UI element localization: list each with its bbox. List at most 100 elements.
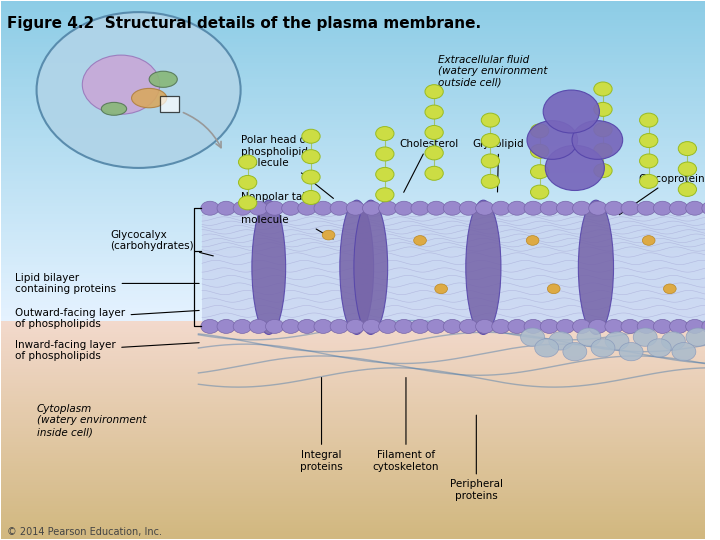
Bar xyxy=(1,313,705,316)
Bar xyxy=(1,192,705,195)
Circle shape xyxy=(481,133,500,147)
Bar xyxy=(1,418,705,421)
Bar xyxy=(1,302,705,305)
Ellipse shape xyxy=(149,71,177,87)
Bar xyxy=(1,33,705,36)
Bar xyxy=(1,157,705,160)
Bar xyxy=(1,466,705,469)
Bar xyxy=(1,39,705,42)
Bar xyxy=(1,348,705,350)
Bar xyxy=(1,421,705,423)
Circle shape xyxy=(563,342,587,361)
Circle shape xyxy=(670,320,688,333)
Bar xyxy=(1,329,705,332)
Bar xyxy=(1,119,705,122)
Bar xyxy=(1,512,705,515)
Bar xyxy=(1,28,705,31)
Bar xyxy=(1,367,705,369)
Bar xyxy=(1,305,705,308)
Bar xyxy=(1,36,705,39)
Bar xyxy=(1,69,705,71)
Circle shape xyxy=(302,129,320,143)
Bar xyxy=(1,350,705,353)
Bar xyxy=(1,525,705,528)
Bar xyxy=(1,270,705,273)
Circle shape xyxy=(217,320,235,333)
Circle shape xyxy=(302,170,320,184)
Circle shape xyxy=(249,320,268,333)
Bar xyxy=(1,171,705,173)
Bar xyxy=(1,125,705,127)
Bar xyxy=(1,127,705,130)
Bar xyxy=(1,415,705,418)
Circle shape xyxy=(302,150,320,164)
Bar xyxy=(1,319,705,321)
Circle shape xyxy=(543,90,600,133)
Bar xyxy=(1,168,705,171)
Bar xyxy=(1,383,705,386)
Bar xyxy=(1,536,705,538)
Bar xyxy=(1,394,705,396)
Circle shape xyxy=(298,320,316,333)
Circle shape xyxy=(678,141,696,156)
Bar xyxy=(1,23,705,25)
Bar xyxy=(1,17,705,20)
Circle shape xyxy=(557,201,575,215)
Bar xyxy=(1,146,705,149)
Bar xyxy=(1,375,705,377)
Circle shape xyxy=(201,201,219,215)
Bar xyxy=(1,294,705,297)
Bar xyxy=(1,224,705,227)
Bar xyxy=(1,332,705,334)
Bar xyxy=(1,410,705,413)
Bar xyxy=(1,292,705,294)
Circle shape xyxy=(266,320,284,333)
Circle shape xyxy=(444,201,462,215)
Bar xyxy=(1,334,705,337)
Ellipse shape xyxy=(578,200,613,334)
Circle shape xyxy=(314,201,332,215)
Circle shape xyxy=(577,328,601,346)
Bar xyxy=(1,386,705,388)
Bar xyxy=(1,477,705,480)
Bar xyxy=(1,138,705,141)
Bar xyxy=(1,485,705,488)
Circle shape xyxy=(572,201,591,215)
Bar xyxy=(1,20,705,23)
Circle shape xyxy=(572,320,591,333)
Circle shape xyxy=(639,174,658,188)
Bar xyxy=(1,79,705,82)
Bar xyxy=(202,251,719,326)
Bar xyxy=(1,25,705,28)
Ellipse shape xyxy=(354,200,387,334)
Bar xyxy=(1,211,705,214)
Circle shape xyxy=(395,320,413,333)
Circle shape xyxy=(572,120,623,159)
Bar xyxy=(1,496,705,498)
Circle shape xyxy=(637,320,655,333)
Bar xyxy=(1,106,705,109)
Text: Cytoplasm
(watery environment
inside cell): Cytoplasm (watery environment inside cel… xyxy=(37,404,146,437)
Circle shape xyxy=(492,320,510,333)
Circle shape xyxy=(444,320,462,333)
Bar xyxy=(1,208,705,211)
Bar xyxy=(1,114,705,117)
Circle shape xyxy=(346,201,364,215)
Text: Integral
proteins: Integral proteins xyxy=(300,377,343,471)
Bar xyxy=(1,469,705,471)
Circle shape xyxy=(678,162,696,176)
Bar xyxy=(1,4,705,7)
Bar xyxy=(1,442,705,444)
Text: Inward-facing layer
of phospholipids: Inward-facing layer of phospholipids xyxy=(15,340,199,361)
Bar xyxy=(1,388,705,391)
Circle shape xyxy=(605,332,629,350)
Bar xyxy=(1,203,705,206)
Bar xyxy=(1,509,705,512)
Bar xyxy=(1,342,705,345)
Circle shape xyxy=(527,120,577,159)
Text: Polar head of
phospholipid
molecule: Polar head of phospholipid molecule xyxy=(240,135,333,198)
Bar xyxy=(1,184,705,187)
Bar xyxy=(1,71,705,74)
Circle shape xyxy=(238,176,257,190)
Bar xyxy=(1,436,705,439)
